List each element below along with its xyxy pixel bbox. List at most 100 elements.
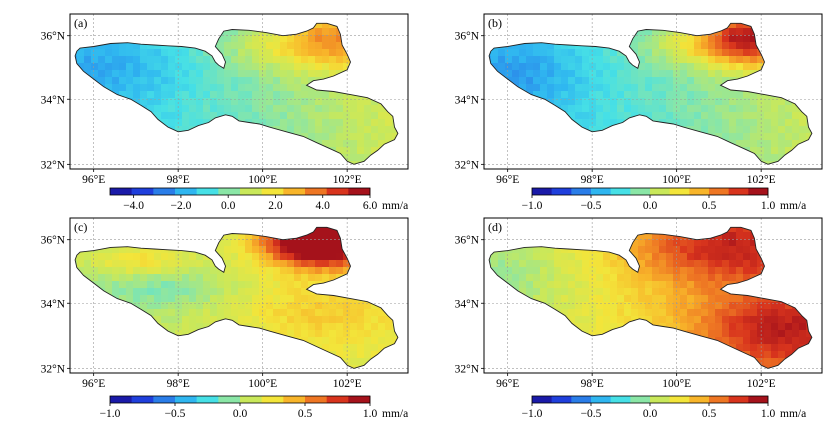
field-cell — [371, 140, 379, 148]
field-cell — [799, 295, 807, 303]
field-cell — [168, 288, 176, 296]
field-cell — [266, 267, 274, 275]
field-cell — [652, 14, 659, 21]
field-cell — [638, 28, 646, 36]
field-cell — [371, 288, 379, 296]
field-cell — [168, 295, 176, 303]
field-cell — [266, 91, 274, 99]
field-cell — [357, 84, 365, 92]
field-cell — [126, 358, 134, 366]
field-cell — [491, 295, 499, 303]
field-cell — [526, 232, 534, 240]
field-cell — [505, 23, 513, 29]
field-cell — [175, 14, 182, 21]
field-cell — [322, 344, 330, 352]
field-cell — [322, 154, 330, 162]
field-cell — [231, 35, 239, 43]
field-cell — [610, 70, 618, 78]
field-cell — [196, 154, 204, 162]
field-cell — [210, 337, 218, 345]
field-cell — [519, 330, 527, 338]
field-cell — [266, 28, 274, 36]
field-cell — [638, 365, 646, 369]
field-cell — [399, 84, 406, 91]
field-cell — [554, 14, 561, 21]
field-cell — [357, 23, 365, 29]
field-cell — [119, 56, 127, 64]
field-cell — [266, 147, 274, 155]
field-cell — [778, 119, 786, 127]
field-cell — [540, 119, 548, 127]
field-cell — [771, 84, 779, 92]
field-cell — [519, 351, 527, 359]
field-cell — [519, 344, 527, 352]
field-cell — [287, 126, 295, 134]
field-cell — [505, 295, 513, 303]
field-cell — [399, 260, 406, 267]
field-cell — [315, 358, 323, 366]
field-cell — [371, 302, 379, 310]
field-cell — [273, 227, 281, 233]
field-cell — [98, 23, 106, 29]
field-cell — [561, 154, 569, 162]
field-cell — [266, 84, 274, 92]
field-cell — [526, 42, 534, 50]
field-cell — [385, 119, 393, 127]
field-cell — [708, 227, 716, 233]
field-cell — [526, 161, 534, 165]
field-cell — [406, 35, 413, 42]
field-cell — [287, 147, 295, 155]
field-cell — [252, 316, 260, 324]
colorbar-tick-label: −0.5 — [581, 200, 602, 212]
field-cell — [498, 35, 506, 43]
field-cell — [519, 309, 527, 317]
field-cell — [364, 344, 372, 352]
field-cell — [266, 253, 274, 261]
field-cell — [399, 232, 406, 239]
field-cell — [378, 239, 386, 247]
field-cell — [533, 133, 541, 141]
field-cell — [715, 35, 723, 43]
field-cell — [701, 119, 709, 127]
field-cell — [189, 358, 197, 366]
field-cell — [77, 260, 85, 268]
field-cell — [378, 246, 386, 254]
field-cell — [659, 246, 667, 254]
field-cell — [736, 316, 744, 324]
field-cell — [203, 63, 211, 71]
field-cell — [533, 154, 541, 162]
field-cell — [806, 344, 812, 352]
field-cell — [147, 112, 155, 120]
field-cell — [491, 288, 499, 296]
field-cell — [512, 337, 520, 345]
field-cell — [357, 316, 365, 324]
field-cell — [364, 14, 371, 21]
field-cell — [231, 42, 239, 50]
field-cell — [322, 126, 330, 134]
field-cell — [175, 316, 183, 324]
field-cell — [736, 126, 744, 134]
field-cell — [512, 49, 520, 57]
field-cell — [140, 147, 148, 155]
field-cell — [652, 358, 660, 366]
field-cell — [406, 126, 413, 133]
field-cell — [722, 365, 730, 369]
field-cell — [778, 274, 786, 282]
field-cell — [489, 295, 492, 303]
field-cell — [505, 267, 513, 275]
field-cell — [659, 133, 667, 141]
field-cell — [610, 154, 618, 162]
field-cell — [91, 84, 99, 92]
field-cell — [140, 288, 148, 296]
field-cell — [512, 351, 520, 359]
field-cell — [568, 35, 576, 43]
field-cell — [687, 218, 694, 225]
field-cell — [589, 91, 597, 99]
field-cell — [659, 14, 666, 21]
field-cell — [652, 119, 660, 127]
field-cell — [329, 316, 337, 324]
field-cell — [666, 84, 674, 92]
field-cell — [771, 267, 779, 275]
field-cell — [806, 330, 812, 338]
field-cell — [357, 105, 365, 113]
